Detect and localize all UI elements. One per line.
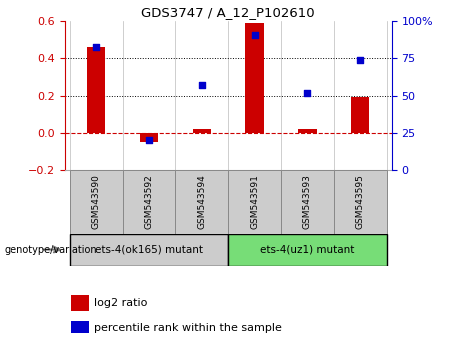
Bar [228, 170, 281, 234]
Text: GSM543595: GSM543595 [356, 174, 365, 229]
Point [251, 32, 258, 38]
Point [93, 44, 100, 49]
Title: GDS3747 / A_12_P102610: GDS3747 / A_12_P102610 [142, 6, 315, 19]
Bar [71, 295, 89, 310]
Text: GSM543593: GSM543593 [303, 174, 312, 229]
Point [198, 82, 206, 88]
Point [304, 90, 311, 96]
Bar [298, 129, 317, 133]
Bar [70, 234, 228, 266]
Bar [334, 170, 387, 234]
Text: percentile rank within the sample: percentile rank within the sample [94, 322, 282, 332]
Text: GSM543591: GSM543591 [250, 174, 259, 229]
Text: ets-4(uz1) mutant: ets-4(uz1) mutant [260, 245, 355, 255]
Bar [140, 133, 158, 142]
Bar [193, 129, 211, 133]
Point [356, 57, 364, 63]
Bar [228, 234, 387, 266]
Text: GSM543590: GSM543590 [92, 174, 100, 229]
Point [145, 137, 153, 143]
Bar [87, 47, 106, 133]
Bar [245, 23, 264, 133]
Bar [123, 170, 175, 234]
Text: GSM543592: GSM543592 [144, 175, 154, 229]
Text: genotype/variation: genotype/variation [5, 245, 97, 255]
Text: log2 ratio: log2 ratio [94, 298, 148, 308]
Bar [70, 170, 123, 234]
Bar [351, 97, 369, 133]
Bar [281, 170, 334, 234]
Text: ets-4(ok165) mutant: ets-4(ok165) mutant [95, 245, 203, 255]
Bar [175, 170, 228, 234]
Text: GSM543594: GSM543594 [197, 175, 207, 229]
Bar [71, 321, 89, 333]
